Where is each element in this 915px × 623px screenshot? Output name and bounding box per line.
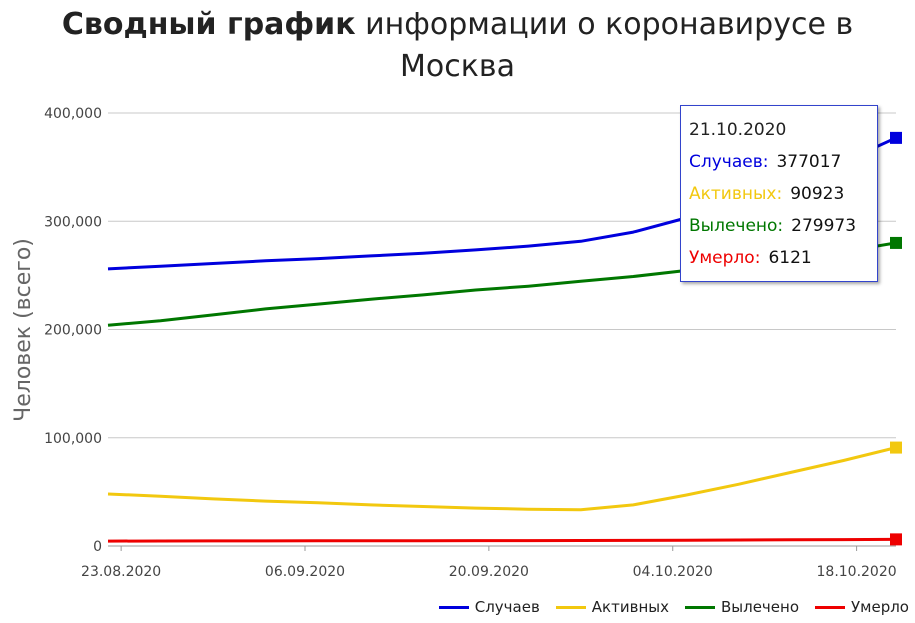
x-tick-label: 20.09.2020 — [449, 564, 529, 580]
series-end-marker — [890, 236, 902, 249]
tooltip-row-cases: Случаев: 377017 — [689, 152, 841, 172]
x-tick-label: 18.10.2020 — [817, 564, 897, 580]
legend-swatch — [815, 605, 846, 609]
data-tooltip: 21.10.2020 Случаев: 377017 Активных: 90923… — [680, 105, 878, 282]
legend-label: Активных — [591, 598, 669, 616]
tooltip-label: Активных: — [689, 184, 783, 204]
tooltip-row-deaths: Умерло: 6121 — [689, 248, 812, 268]
chart-title: Сводный график информации о коронавирусе… — [0, 4, 915, 88]
legend-item-deaths[interactable]: Умерло — [815, 598, 909, 616]
tooltip-label: Вылечено: — [689, 216, 784, 236]
legend-item-cases[interactable]: Случаев — [438, 598, 540, 616]
tooltip-value: 279973 — [791, 216, 857, 236]
legend-swatch — [438, 605, 469, 609]
legend-item-active[interactable]: Активных — [555, 598, 669, 616]
x-tick-label: 06.09.2020 — [265, 564, 345, 580]
x-tick-label: 23.08.2020 — [81, 564, 161, 580]
series-end-marker — [890, 533, 902, 546]
legend-swatch — [684, 605, 715, 609]
y-axis-label: Человек (всего) — [11, 238, 36, 422]
series-end-marker — [890, 441, 902, 454]
y-tick-label: 400,000 — [44, 106, 102, 122]
legend-swatch — [555, 605, 586, 609]
legend-item-recovered[interactable]: Вылечено — [684, 598, 800, 616]
tooltip-row-recovered: Вылечено: 279973 — [689, 216, 856, 236]
title-line2: Москва — [400, 49, 515, 84]
y-tick-label: 100,000 — [44, 431, 102, 447]
tooltip-value: 6121 — [768, 248, 812, 268]
title-rest: информации о коронавирусе в — [355, 7, 854, 42]
title-bold: Сводный график — [61, 7, 356, 42]
tooltip-label: Случаев: — [689, 152, 769, 172]
series-line — [107, 446, 897, 512]
tooltip-value: 377017 — [776, 152, 842, 172]
legend-label: Умерло — [851, 598, 909, 616]
series-line — [107, 537, 897, 543]
y-tick-label: 0 — [93, 539, 102, 555]
tooltip-value: 90923 — [790, 184, 845, 204]
y-tick-label: 200,000 — [44, 323, 102, 339]
y-tick-label: 300,000 — [44, 214, 102, 230]
tooltip-date: 21.10.2020 — [689, 120, 787, 140]
tooltip-row-active: Активных: 90923 — [689, 184, 844, 204]
legend-label: Вылечено — [720, 598, 800, 616]
tooltip-label: Умерло: — [689, 248, 761, 268]
chart-legend: Случаев Активных Вылечено Умерло — [423, 598, 909, 616]
legend-label: Случаев — [474, 598, 540, 616]
series-end-marker — [890, 131, 902, 144]
x-tick-label: 04.10.2020 — [633, 564, 713, 580]
